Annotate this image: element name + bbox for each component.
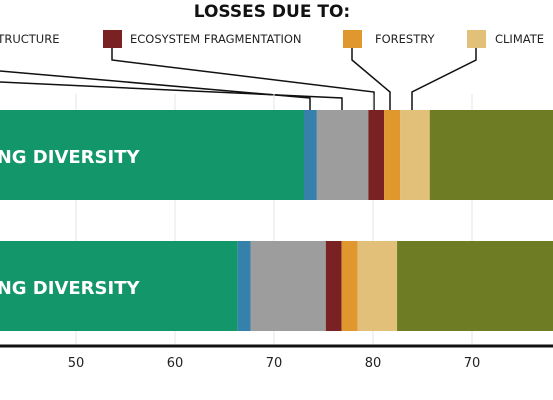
bar-segment-top-4 xyxy=(384,110,401,200)
bar-label-bottom: ING DIVERSITY xyxy=(0,278,140,299)
x-tick-label-2: 70 xyxy=(266,356,283,371)
bar-segment-top-5 xyxy=(400,110,430,200)
legend-swatch-ecosystem-fragmentation xyxy=(103,30,122,48)
legend-label-forestry: FORESTRY xyxy=(375,32,436,46)
legend-title: LOSSES DUE TO: xyxy=(194,2,350,22)
bar-segment-bottom-5 xyxy=(357,241,398,331)
bar-segment-bottom-0 xyxy=(0,241,238,331)
bar-segment-bottom-1 xyxy=(237,241,251,331)
bar-segment-top-6 xyxy=(429,110,553,200)
legend-swatch-forestry xyxy=(343,30,362,48)
x-tick-label-3: 80 xyxy=(365,356,382,371)
bar-segment-bottom-3 xyxy=(325,241,342,331)
legend-label-structure: STRUCTURE xyxy=(0,32,59,46)
leader-line-ecosystem-fragmentation xyxy=(111,48,375,110)
bar-segment-top-3 xyxy=(368,110,385,200)
bar-segment-bottom-2 xyxy=(250,241,326,331)
legend-leader-lines xyxy=(0,48,477,110)
legend-swatch-climate xyxy=(467,30,486,48)
bars xyxy=(0,110,553,331)
bar-segment-top-0 xyxy=(0,110,304,200)
leader-line-climate xyxy=(411,48,477,110)
bar-segment-top-1 xyxy=(304,110,317,200)
leader-line-forestry xyxy=(351,48,391,110)
x-tick-label-1: 60 xyxy=(167,356,184,371)
bar-segment-top-2 xyxy=(316,110,369,200)
x-tick-label-0: 50 xyxy=(68,356,85,371)
x-axis-ticks: 50 60 70 80 70 xyxy=(68,356,481,371)
bar-segment-bottom-6 xyxy=(397,241,553,331)
legend-label-climate: CLIMATE xyxy=(495,32,544,46)
x-tick-label-4: 70 xyxy=(464,356,481,371)
leader-line-left-1 xyxy=(0,70,311,110)
bar-segment-bottom-4 xyxy=(341,241,358,331)
legend-label-ecosystem-fragmentation: ECOSYSTEM FRAGMENTATION xyxy=(130,32,302,46)
leader-line-structure xyxy=(0,81,343,110)
bar-label-top: ING DIVERSITY xyxy=(0,147,140,168)
